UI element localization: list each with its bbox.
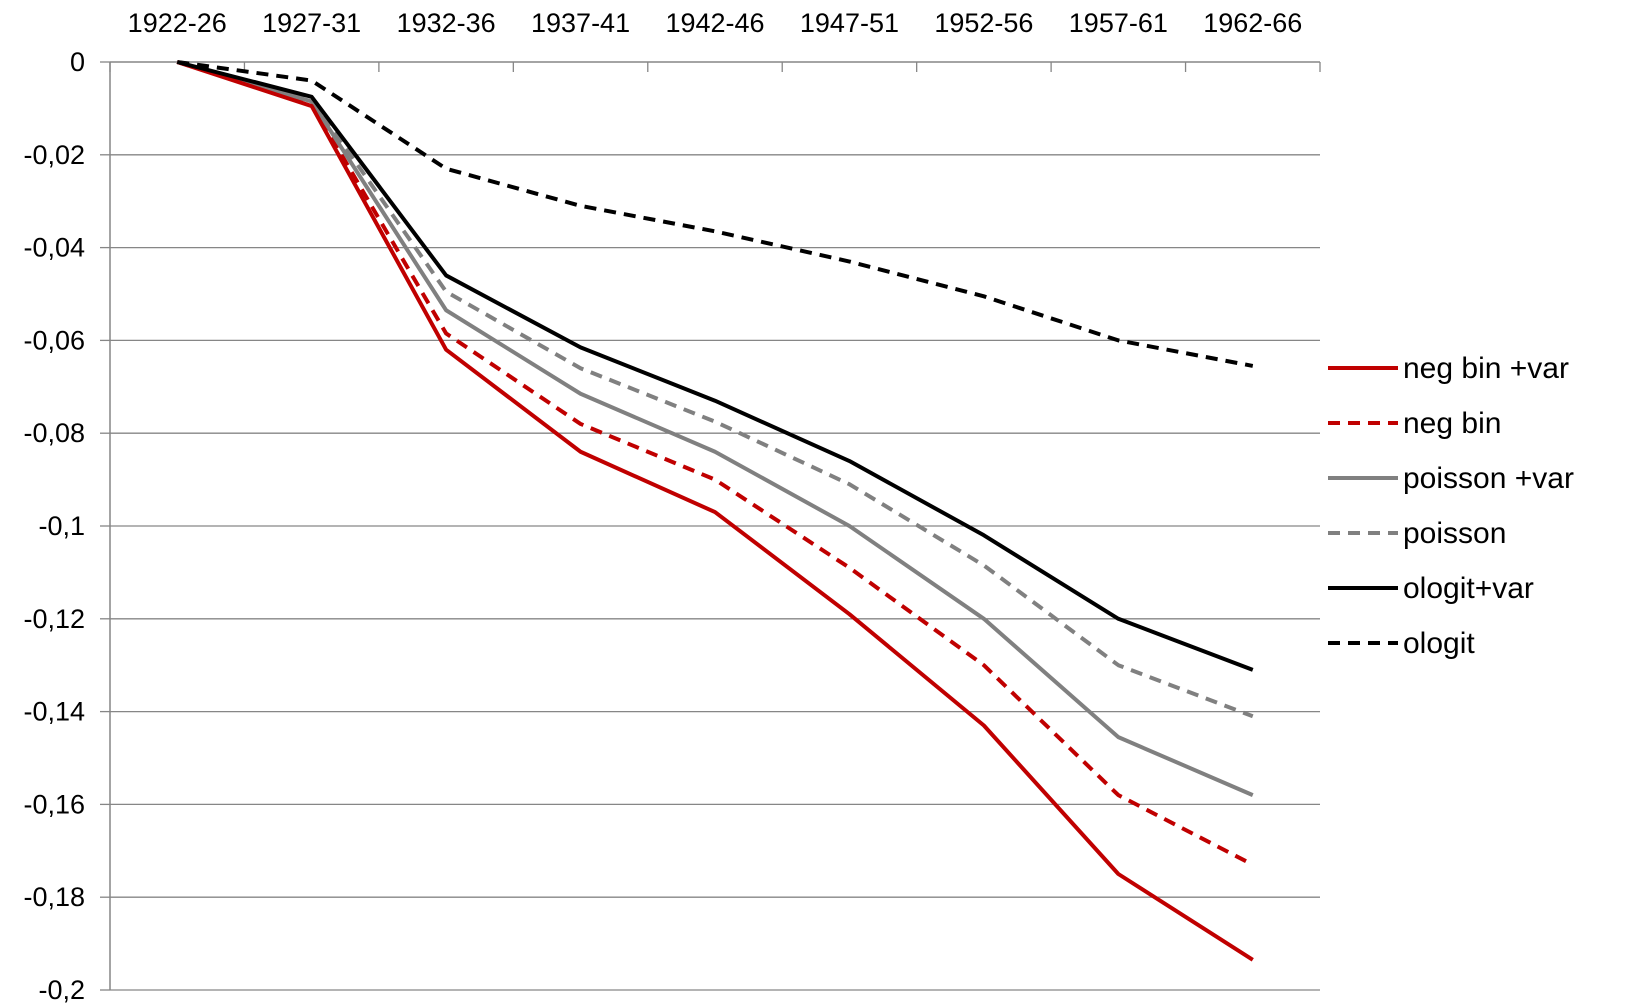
legend-label: ologit+var <box>1403 572 1534 605</box>
legend-label: poisson <box>1403 517 1506 550</box>
y-tick-label: -0,18 <box>23 882 85 912</box>
series-lines <box>176 60 1254 962</box>
legend: neg bin +var neg bin poisson +var poisson ol… <box>1328 352 1574 660</box>
x-tick-label: 1942-46 <box>665 8 764 38</box>
legend-label: neg bin +var <box>1403 352 1569 385</box>
x-tick-label: 1927-31 <box>262 8 361 38</box>
axes <box>100 61 1321 991</box>
series-line-neg-bin-var <box>176 60 1254 962</box>
x-tick-label: 1952-56 <box>934 8 1033 38</box>
series-line-poisson-var <box>176 60 1254 797</box>
legend-label: neg bin <box>1403 407 1501 440</box>
y-tick-labels: 0 -0,02 -0,04 -0,06 -0,08 -0,1 -0,12 -0,14 -0,16… <box>23 47 85 1004</box>
y-tick-label: -0,16 <box>23 789 85 819</box>
x-tick-label: 1937-41 <box>531 8 630 38</box>
y-tick-label: 0 <box>70 47 85 77</box>
y-tick-label: -0,12 <box>23 604 85 634</box>
x-tick-label: 1922-26 <box>128 8 227 38</box>
y-tick-label: -0,06 <box>23 325 85 355</box>
x-tick-label: 1932-36 <box>397 8 496 38</box>
series-line-ologit-var <box>176 60 1254 672</box>
x-tick-label: 1962-66 <box>1203 8 1302 38</box>
x-tick-label: 1947-51 <box>800 8 899 38</box>
gridlines <box>110 154 1320 991</box>
y-tick-label: -0,04 <box>23 233 85 263</box>
y-tick-label: -0,02 <box>23 140 85 170</box>
series-line-poisson <box>176 60 1254 719</box>
series-line-neg-bin <box>176 60 1254 867</box>
x-tick-labels: 1922-26 1927-31 1932-36 1937-41 1942-46 1947-… <box>128 8 1303 38</box>
legend-label: ologit <box>1403 627 1475 660</box>
legend-label: poisson +var <box>1403 462 1574 495</box>
y-tick-label: -0,14 <box>23 697 85 727</box>
y-tick-label: -0,1 <box>38 511 85 541</box>
series-line-ologit <box>176 60 1254 368</box>
x-tick-label: 1957-61 <box>1069 8 1168 38</box>
y-tick-label: -0,08 <box>23 418 85 448</box>
y-tick-label: -0,2 <box>38 975 85 1004</box>
